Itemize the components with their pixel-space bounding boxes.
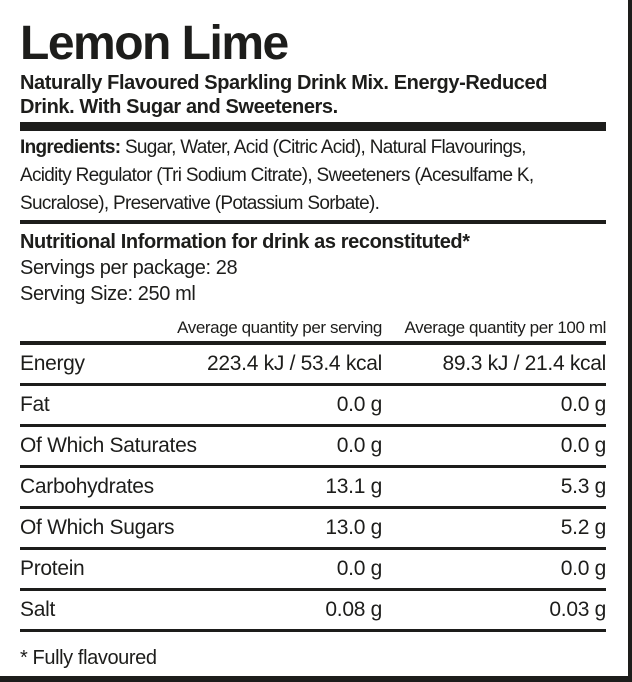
row-label: Fat [20,393,50,416]
row-value-per-100ml: 5.2 g [560,516,607,539]
row-value-per-100ml: 0.03 g [549,598,606,621]
product-title: Lemon Lime [20,17,289,70]
servings-per-package: Servings per package: 28 [20,257,238,279]
row-value-per-serving: 0.08 g [325,598,382,621]
row-label: Protein [20,557,85,580]
ingredients-section: Ingredients: Sugar, Water, Acid (Citric … [20,131,606,224]
row-value-per-100ml: 5.3 g [560,475,607,498]
row-label: Of Which Saturates [20,434,197,457]
row-label: Carbohydrates [20,475,154,498]
row-value-per-serving: 0.0 g [336,393,383,416]
table-row-fat: Fat 0.0 g 0.0 g [20,386,606,427]
row-value-per-100ml: 89.3 kJ / 21.4 kcal [442,352,606,375]
row-value-per-100ml: 0.0 g [560,557,607,580]
table-row-protein: Protein 0.0 g 0.0 g [20,550,606,591]
column-header-per-serving: Average quantity per serving [177,318,382,337]
table-row-sugars: Of Which Sugars 13.0 g 5.2 g [20,509,606,550]
divider-thick-bar [20,122,606,131]
row-label: Energy [20,352,85,375]
table-row-saturates: Of Which Saturates 0.0 g 0.0 g [20,427,606,468]
product-subtitle: Naturally Flavoured Sparkling Drink Mix.… [20,72,548,118]
row-value-per-serving: 13.1 g [325,475,382,498]
ingredients-text: Sugar, Water, Acid (Citric Acid), Natura… [20,137,534,214]
row-value-per-100ml: 0.0 g [560,434,607,457]
table-row-salt: Salt 0.08 g 0.03 g [20,591,606,632]
column-header-per-100ml: Average quantity per 100 ml [404,318,606,337]
row-value-per-serving: 0.0 g [336,557,383,580]
row-value-per-serving: 13.0 g [325,516,382,539]
serving-size: Serving Size: 250 ml [20,283,196,305]
row-value-per-100ml: 0.0 g [560,393,607,416]
table-column-headers: Average quantity per serving Average qua… [20,307,606,345]
nutrition-heading: Nutritional Information for drink as rec… [20,231,470,253]
row-value-per-serving: 223.4 kJ / 53.4 kcal [207,352,382,375]
table-row-carbohydrates: Carbohydrates 13.1 g 5.3 g [20,468,606,509]
row-label: Of Which Sugars [20,516,175,539]
row-label: Salt [20,598,55,621]
ingredients-label: Ingredients: [20,137,121,158]
footnote-fully-flavoured: * Fully flavoured [20,647,157,669]
table-row-energy: Energy 223.4 kJ / 53.4 kcal 89.3 kJ / 21… [20,345,606,386]
row-value-per-serving: 0.0 g [336,434,383,457]
